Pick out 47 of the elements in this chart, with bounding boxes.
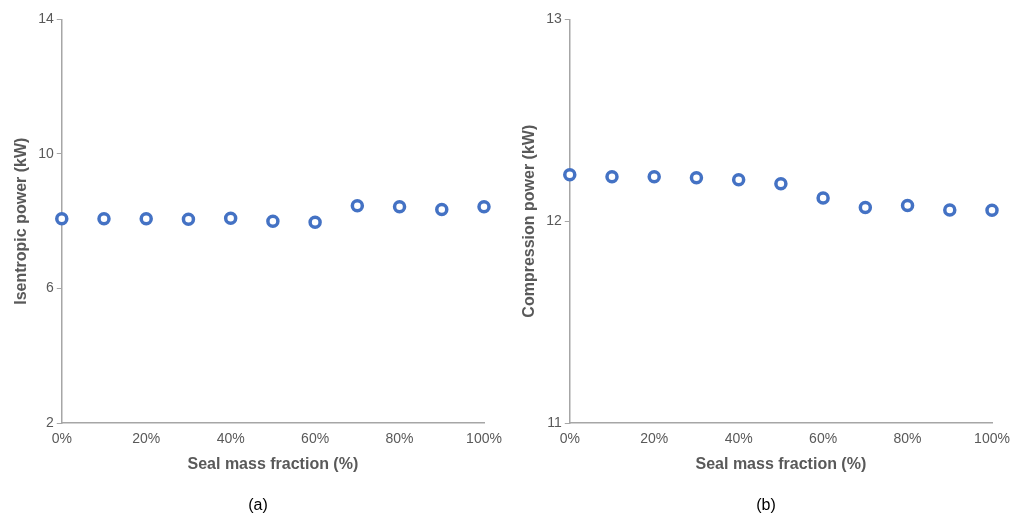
point	[563, 168, 577, 182]
point	[266, 214, 280, 228]
point	[689, 171, 704, 185]
point	[774, 176, 788, 191]
x-tick-label: 0%	[559, 430, 580, 447]
point	[139, 212, 153, 226]
point	[97, 212, 111, 226]
point	[55, 212, 69, 226]
point	[731, 173, 746, 187]
x-tick-label: 100%	[974, 430, 1010, 447]
x-tick-label: 20%	[640, 430, 669, 447]
y-tick-label: 13	[546, 10, 562, 27]
x-tick-label: 40%	[724, 430, 753, 447]
x-tick-label: 80%	[385, 430, 414, 447]
x-tick-label: 60%	[301, 430, 330, 447]
point	[985, 203, 999, 218]
text: (b)	[756, 496, 776, 514]
x-axis-title: Seal mass fraction (%)	[187, 454, 359, 472]
y-tick-label: 2	[45, 413, 54, 430]
point	[435, 202, 449, 217]
point	[477, 199, 491, 214]
y-axis-title: Isentropic power (kW)	[12, 137, 30, 305]
x-axis-title: Seal mass fraction (%)	[695, 454, 867, 472]
x-tick-label: 0%	[51, 430, 72, 447]
point	[647, 170, 661, 184]
x-tick-label: 20%	[132, 430, 161, 447]
text: (a)	[248, 496, 268, 514]
y-axis-title: Compression power (kW)	[520, 124, 538, 318]
y-tick-label: 6	[45, 279, 54, 296]
x-tick-label: 80%	[893, 430, 922, 447]
point	[308, 215, 322, 229]
point	[350, 198, 365, 213]
point	[392, 199, 407, 214]
x-tick-label: 100%	[466, 430, 502, 447]
x-tick-label: 60%	[809, 430, 838, 447]
point	[181, 212, 196, 226]
point	[816, 191, 830, 205]
point	[605, 170, 619, 184]
y-tick-label: 10	[38, 144, 54, 161]
y-tick-label: 14	[38, 10, 54, 27]
point	[858, 200, 873, 215]
y-tick-label: 12	[546, 212, 562, 229]
y-tick-label: 11	[547, 413, 562, 430]
point	[900, 198, 915, 213]
x-tick-label: 40%	[216, 430, 245, 447]
point	[943, 203, 957, 217]
point	[223, 211, 238, 225]
